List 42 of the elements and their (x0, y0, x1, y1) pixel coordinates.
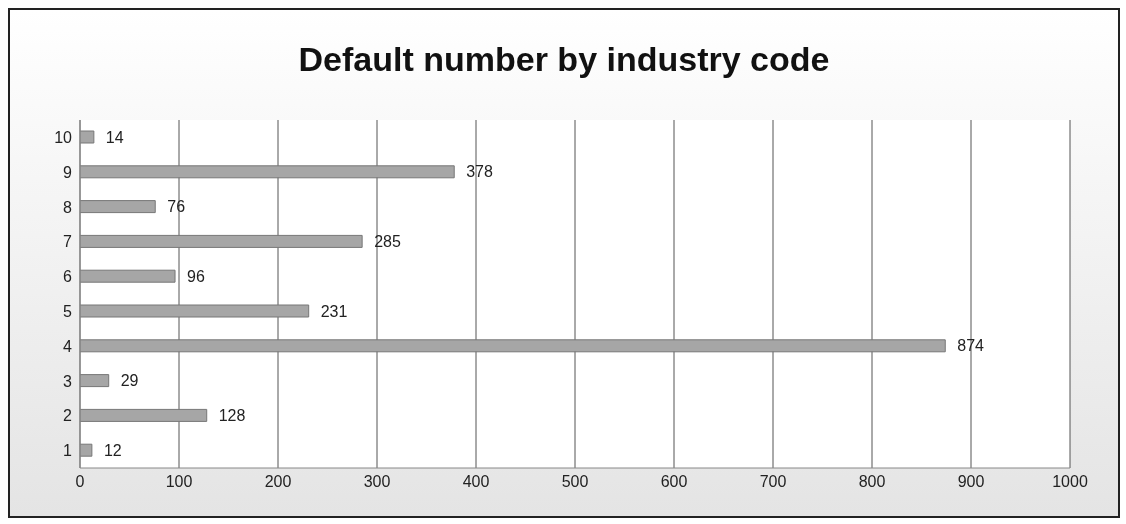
x-tick-label: 100 (165, 473, 193, 491)
bar (80, 165, 455, 179)
data-label: 29 (120, 372, 139, 390)
bar (80, 339, 946, 353)
x-tick-label: 800 (858, 473, 886, 491)
x-tick-label: 500 (561, 473, 589, 491)
data-label: 378 (466, 163, 494, 181)
y-tick-label: 6 (63, 268, 73, 286)
y-tick-label: 3 (63, 372, 73, 390)
x-tick-label: 300 (363, 473, 391, 491)
data-label: 128 (218, 407, 246, 425)
x-tick-label: 900 (957, 473, 985, 491)
data-label: 96 (187, 267, 205, 285)
bar (80, 234, 363, 248)
y-tick-label: 1 (63, 442, 73, 460)
data-label: 874 (957, 337, 985, 355)
bar (80, 304, 310, 318)
x-tick-label: 600 (660, 473, 688, 491)
y-tick-label: 4 (63, 337, 73, 355)
x-tick-label: 400 (462, 473, 490, 491)
y-tick-label: 2 (63, 407, 73, 425)
x-tick-label: 700 (759, 473, 787, 491)
data-label: 12 (103, 441, 122, 459)
y-tick-label: 8 (63, 198, 73, 216)
bar (80, 200, 156, 214)
data-label: 76 (167, 198, 186, 216)
bar (80, 374, 110, 388)
y-tick-label: 9 (63, 163, 73, 181)
y-tick-label: 7 (63, 233, 73, 251)
y-tick-label: 10 (54, 129, 73, 147)
bar (80, 408, 208, 422)
data-label: 285 (374, 233, 401, 251)
data-label: 14 (105, 128, 124, 146)
y-tick-label: 5 (63, 303, 73, 321)
x-tick-label: 200 (264, 473, 292, 491)
chart-title: Default number by industry code (297, 40, 831, 79)
x-tick-label: 0 (75, 473, 85, 491)
bar (80, 269, 176, 283)
bar (80, 443, 93, 457)
bar (80, 130, 95, 144)
data-label: 231 (320, 302, 348, 320)
x-tick-label: 1000 (1052, 473, 1088, 491)
